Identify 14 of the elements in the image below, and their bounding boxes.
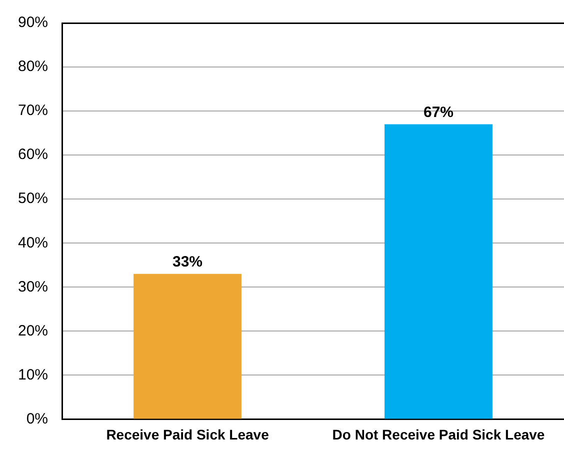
y-tick-label: 30% — [18, 278, 48, 296]
y-tick-label: 20% — [18, 322, 48, 340]
y-tick-label: 10% — [18, 366, 48, 384]
y-tick-label: 0% — [26, 410, 48, 428]
y-tick-label: 60% — [18, 146, 48, 164]
x-tick-label: Do Not Receive Paid Sick Leave — [332, 426, 545, 442]
y-tick-label: 70% — [18, 102, 48, 120]
x-tick-label: Receive Paid Sick Leave — [106, 426, 270, 442]
data-label: 67% — [423, 104, 454, 121]
y-tick-label: 80% — [18, 58, 48, 76]
y-tick-label: 90% — [18, 14, 48, 32]
y-tick-label: 40% — [18, 234, 48, 252]
data-label: 33% — [172, 254, 203, 271]
y-tick-label: 50% — [18, 190, 48, 208]
